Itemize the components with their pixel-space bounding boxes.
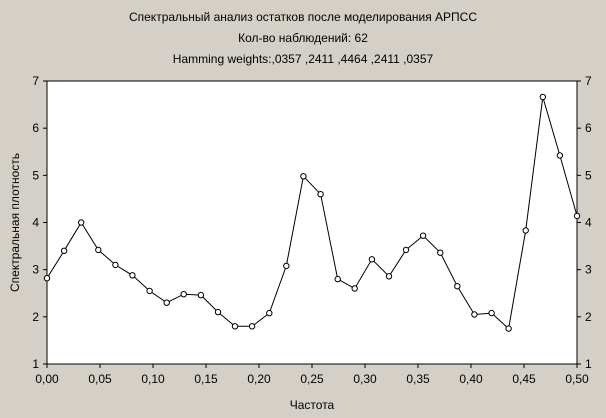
data-point	[351, 285, 358, 292]
data-point	[437, 249, 444, 256]
data-point	[112, 261, 119, 269]
data-point	[471, 311, 478, 318]
data-point	[317, 191, 324, 198]
y-tick-label-right: 5	[585, 168, 592, 182]
x-tick-label: 0,25	[300, 372, 324, 386]
data-point	[573, 212, 581, 220]
data-point	[266, 309, 273, 317]
data-point	[556, 152, 564, 159]
y-axis-label: Спектральная плотность	[8, 153, 22, 292]
y-tick-label-right: 6	[585, 121, 592, 135]
data-point	[197, 291, 205, 299]
y-tick-label-left: 5	[32, 168, 39, 182]
y-tick-label-left: 6	[32, 121, 39, 135]
data-point	[43, 275, 51, 282]
x-tick-label: 0,10	[141, 372, 165, 386]
y-tick-label-left: 4	[32, 216, 39, 230]
x-axis-label: Частота	[290, 398, 335, 412]
data-point	[334, 275, 341, 283]
chart-title: Спектральный анализ остатков после модел…	[128, 10, 478, 24]
y-tick-label-left: 2	[32, 310, 39, 324]
y-tick-label-right: 1	[585, 357, 592, 371]
data-point	[283, 262, 290, 270]
x-tick-label: 0,40	[459, 372, 483, 386]
x-tick-label: 0,20	[247, 372, 271, 386]
data-point	[95, 246, 102, 254]
y-tick-label-right: 7	[585, 74, 592, 88]
data-point	[488, 309, 495, 317]
data-point	[522, 227, 529, 234]
data-point	[60, 247, 68, 255]
x-tick-label: 0,30	[353, 372, 377, 386]
data-point	[231, 323, 239, 330]
y-tick-label-left: 7	[32, 74, 39, 88]
y-tick-label-right: 3	[585, 263, 592, 277]
data-point	[419, 232, 427, 239]
data-point	[180, 291, 187, 298]
x-tick-label: 0,35	[406, 372, 430, 386]
data-point	[248, 323, 256, 330]
chart-subtitle-weights: Hamming weights:,0357 ,2411 ,4464 ,2411 …	[172, 52, 434, 66]
data-point	[368, 256, 376, 263]
y-tick-label-right: 4	[585, 216, 592, 230]
y-tick-label-left: 1	[32, 357, 39, 371]
x-tick-label: 0,45	[512, 372, 536, 386]
data-point	[300, 173, 307, 180]
data-point	[385, 273, 393, 280]
data-point	[163, 299, 170, 306]
y-tick-label-left: 3	[32, 263, 39, 277]
data-point	[402, 246, 410, 254]
x-tick-label: 0,05	[88, 372, 112, 386]
data-point	[539, 93, 546, 101]
x-tick-label: 0,00	[35, 372, 59, 386]
plot-frame	[46, 80, 578, 365]
data-point	[454, 283, 461, 290]
data-point	[129, 272, 136, 279]
data-point	[505, 325, 512, 332]
y-tick-label-right: 2	[585, 310, 592, 324]
data-point	[214, 308, 222, 316]
data-point	[78, 219, 85, 226]
x-tick-label: 0,50	[565, 372, 589, 386]
data-point	[146, 287, 153, 295]
chart-subtitle-observations: Кол-во наблюдений: 62	[238, 31, 368, 45]
x-tick-label: 0,15	[194, 372, 218, 386]
